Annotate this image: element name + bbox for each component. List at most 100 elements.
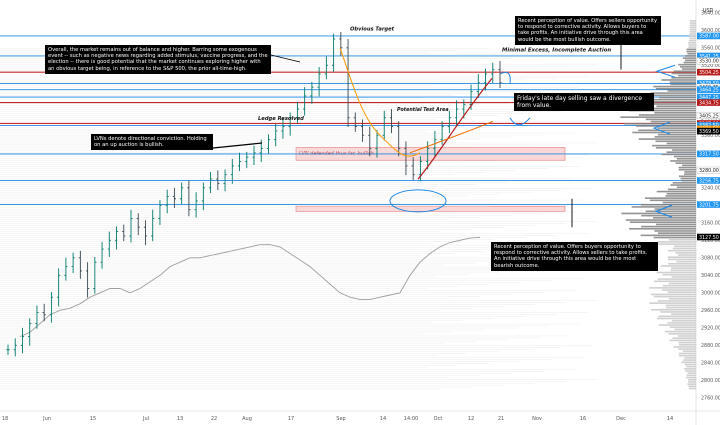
profile-bar [688,385,696,388]
profile-bar [685,59,696,62]
lower-value-note: Recent perception of value. Offers buyer… [491,242,658,271]
profile-bar [689,22,696,24]
profile-bar [684,171,696,173]
x-tick-label: Jun [42,416,51,422]
x-tick-label: 15 [90,416,96,422]
y-tick-label: 3600.00 [701,28,720,34]
profile-bar [684,363,696,366]
price-badge-label: 3464.25 [699,87,719,93]
y-tick-label: 2880.00 [701,343,720,349]
orange-lower-line [409,120,494,154]
chart-text-labels: Obvious Target Minimal Excess, Incomplete… [258,26,611,122]
drawn-overlays [212,21,676,228]
y-tick-label: 2920.00 [701,326,720,332]
profile-bar [671,267,696,269]
profile-chevron [652,121,671,135]
profile-bar [659,96,696,99]
profile-bar [679,354,696,357]
price-badge-label: 3405.25 [699,113,719,119]
profile-bar [654,112,696,114]
y-tick-label: 3360.00 [701,133,720,139]
price-badge [697,122,720,129]
profile-bar [660,311,696,313]
profile-bar [687,372,696,375]
profile-bar [668,238,696,241]
profile-bar [675,162,696,164]
profile-bar [688,381,696,383]
x-tick-label: 13 [177,416,183,422]
profile-bar [682,350,696,353]
price-badge-label: 3447.25 [699,95,719,101]
profile-bar [671,76,696,79]
x-tick-label: Oct [434,416,443,422]
y-tick-label: 3520.00 [701,63,720,69]
profile-bar [671,319,696,322]
profile-bar [658,243,696,245]
profile-bar [660,265,696,267]
profile-bar [689,31,696,33]
profile-bar [670,83,696,86]
profile-bar [678,168,696,171]
profile-bar [688,39,696,42]
price-badge [696,166,720,174]
profile-bar [684,357,696,359]
profile-chevron [654,204,673,218]
profile-bar [686,365,696,368]
y-tick-label: 3040.00 [701,273,720,279]
profile-bar [676,157,696,160]
profile-bar [649,199,696,202]
y-tick-label: 2800.00 [701,378,720,384]
profile-bar [684,173,696,175]
price-badge [697,233,720,241]
profile-bar [624,122,696,125]
profile-bar [677,335,696,337]
y-tick-label: 3640.00 [701,11,720,17]
profile-bar [674,328,696,331]
profile-bar [657,300,696,302]
profile-bar [662,273,696,276]
profile-bar [653,295,696,298]
profile-bar [680,177,696,180]
profile-bar [656,105,696,108]
profile-bar [688,44,696,46]
y-tick-label: 2960.00 [701,308,720,314]
profile-bar [667,90,696,92]
profile-bar [657,278,696,280]
profile-bar [668,333,696,335]
profile-bar [667,249,696,252]
profile-bar [683,61,696,64]
price-badge-label: 3541.25 [699,54,719,60]
profile-bar [650,293,696,296]
price-badge [697,80,720,87]
profile-bar [649,302,696,304]
grey-series-line [19,236,481,338]
profile-bar [661,79,696,81]
profile-bar [666,192,696,195]
profile-bar [662,201,696,204]
price-badge-label: 3256.75 [699,178,719,184]
price-badge [697,201,720,208]
price-badge-label: 3504.25 [699,70,719,76]
profile-bar [665,195,696,197]
profile-bar [688,41,696,44]
y-tick-label: 2760.00 [701,396,720,402]
profile-bar [630,101,696,103]
y-tick-label: 3240.00 [701,186,720,192]
profile-bar [671,313,696,315]
profile-bar [681,179,696,182]
profile-bar [640,94,696,97]
profile-bar [645,210,696,213]
profile-bar [620,116,696,118]
x-tick-label: 12 [468,416,474,422]
profile-bar [655,140,696,143]
profile-bar [644,103,696,105]
price-badge-label: 3280.00 [699,168,719,174]
profile-bar [668,262,696,265]
price-badge-label: 3369.50 [699,129,719,135]
upper-value-note: Recent perception of value. Offers selle… [515,16,661,45]
x-tick-label: 21 [498,416,504,422]
price-badge-label: 3434.75 [699,100,719,106]
profile-bar [667,256,696,259]
x-tick-label: Dec [616,416,626,422]
